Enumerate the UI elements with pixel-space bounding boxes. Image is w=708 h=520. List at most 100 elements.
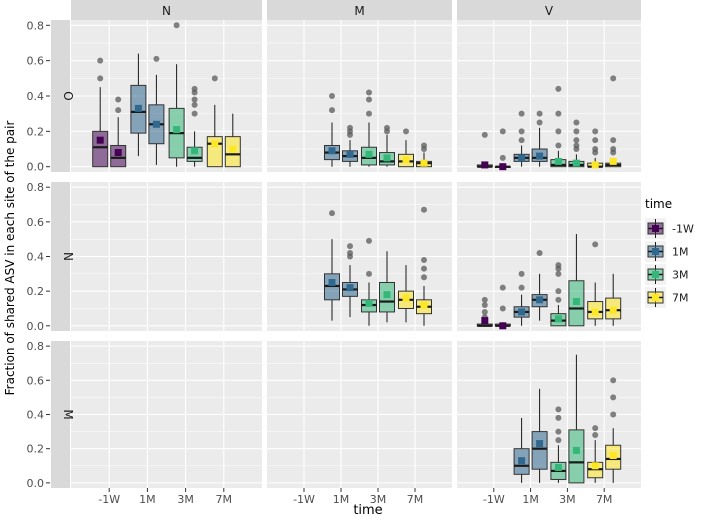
mean-marker — [481, 317, 489, 325]
box-1M — [342, 243, 358, 318]
outlier-point — [499, 284, 506, 291]
row-strip-label: N — [61, 252, 75, 261]
outlier-point — [518, 137, 525, 144]
mean-marker — [328, 278, 336, 286]
outlier-point — [592, 146, 599, 153]
mean-marker — [114, 149, 122, 157]
box--1W — [476, 296, 493, 327]
panel-O-V — [457, 20, 641, 172]
outlier-point — [499, 128, 506, 135]
outlier-point — [191, 101, 198, 108]
box-7M — [416, 206, 432, 326]
mean-marker — [420, 301, 428, 309]
box--1W — [476, 131, 493, 169]
y-tick-label: 0.6 — [27, 216, 45, 229]
legend-label: -1W — [672, 223, 694, 236]
x-tick-label: -1W — [483, 493, 505, 506]
col-strip-label: V — [545, 4, 554, 18]
col-strip-label: N — [162, 4, 171, 18]
outlier-point — [592, 128, 599, 135]
mean-marker — [591, 308, 599, 316]
col-strip-V — [457, 0, 641, 20]
box-iqr — [531, 431, 548, 470]
outlier-point — [555, 414, 562, 421]
outlier-point — [329, 93, 335, 99]
outlier-point — [592, 425, 599, 432]
box-3M — [379, 251, 395, 323]
row-strip-M — [51, 341, 70, 488]
y-tick-label: 0.6 — [27, 55, 45, 68]
legend-label: 3M — [672, 269, 689, 282]
outlier-point — [555, 406, 562, 413]
outlier-point — [499, 154, 506, 161]
outlier-point — [97, 57, 104, 64]
x-tick-label: 7M — [596, 493, 613, 506]
x-tick-label: 7M — [407, 493, 424, 506]
mean-marker — [554, 315, 562, 323]
outlier-point — [555, 85, 562, 92]
box-3M — [379, 124, 395, 167]
boxes-O-M — [324, 89, 432, 168]
mean-marker — [499, 322, 507, 330]
outlier-point — [421, 274, 427, 281]
box-3M — [186, 85, 203, 167]
x-tick-label: 3M — [177, 493, 194, 506]
box-7M — [605, 75, 622, 168]
x-tick-label: 7M — [216, 493, 233, 506]
mean-marker — [96, 136, 104, 144]
y-tick-label: 0.8 — [27, 340, 45, 353]
box-7M — [587, 128, 604, 169]
mean-marker — [518, 154, 526, 162]
mean-marker — [191, 147, 199, 155]
box-3M — [550, 406, 567, 483]
outlier-point — [592, 241, 599, 248]
outlier-point — [421, 256, 427, 263]
outlier-point — [555, 288, 562, 295]
y-tick-label: 0.4 — [27, 251, 45, 264]
outlier-point — [366, 96, 372, 103]
outlier-point — [499, 305, 506, 312]
mean-marker — [591, 161, 599, 169]
box-3M — [568, 354, 585, 484]
mean-marker — [402, 294, 410, 302]
mean-marker — [229, 145, 237, 153]
y-tick-label: 0.0 — [27, 161, 45, 174]
mean-marker — [346, 284, 354, 292]
y-tick-label: 0.0 — [27, 477, 45, 490]
legend-item--1W: -1W — [645, 218, 694, 239]
x-tick-label: -1W — [293, 493, 315, 506]
outlier-point — [211, 75, 218, 82]
outlier-point — [555, 262, 562, 269]
box-1M — [531, 250, 548, 321]
box-iqr — [92, 130, 109, 168]
mean-marker — [365, 299, 373, 307]
outlier-point — [610, 146, 617, 153]
outlier-point — [573, 137, 580, 144]
y-axis-title: Fraction of shared ASV in each site of t… — [3, 121, 17, 396]
mean-marker — [609, 306, 617, 314]
outlier-point — [347, 250, 353, 257]
y-tick-label: 0.6 — [27, 374, 45, 387]
outlier-point — [347, 243, 353, 250]
outlier-point — [115, 107, 122, 114]
mean-marker — [518, 457, 526, 465]
outlier-point — [555, 110, 562, 117]
y-tick-label: 0.8 — [27, 181, 45, 194]
x-tick-label: 1M — [139, 493, 156, 506]
col-strip-N — [71, 0, 262, 20]
mean-marker — [554, 463, 562, 471]
row-strip-O — [51, 20, 70, 172]
y-tick-label: 0.4 — [27, 409, 45, 422]
legend-item-1M: 1M — [645, 241, 689, 262]
axes: 0.0 0.2 0.4 0.6 0.8 0.0 0.2 0.4 0.6 0.8 0.0 0.2 0.4 0… — [27, 19, 613, 506]
y-tick-label: 0.2 — [27, 285, 45, 298]
row-strip-N — [51, 182, 70, 331]
outlier-point — [573, 119, 580, 126]
legend-item-3M: 3M — [645, 264, 689, 285]
outlier-point — [555, 142, 562, 149]
row-strip-label: O — [61, 91, 75, 100]
x-tick-label: 1M — [333, 493, 350, 506]
mean-marker — [609, 157, 617, 165]
box-3M — [550, 85, 567, 168]
